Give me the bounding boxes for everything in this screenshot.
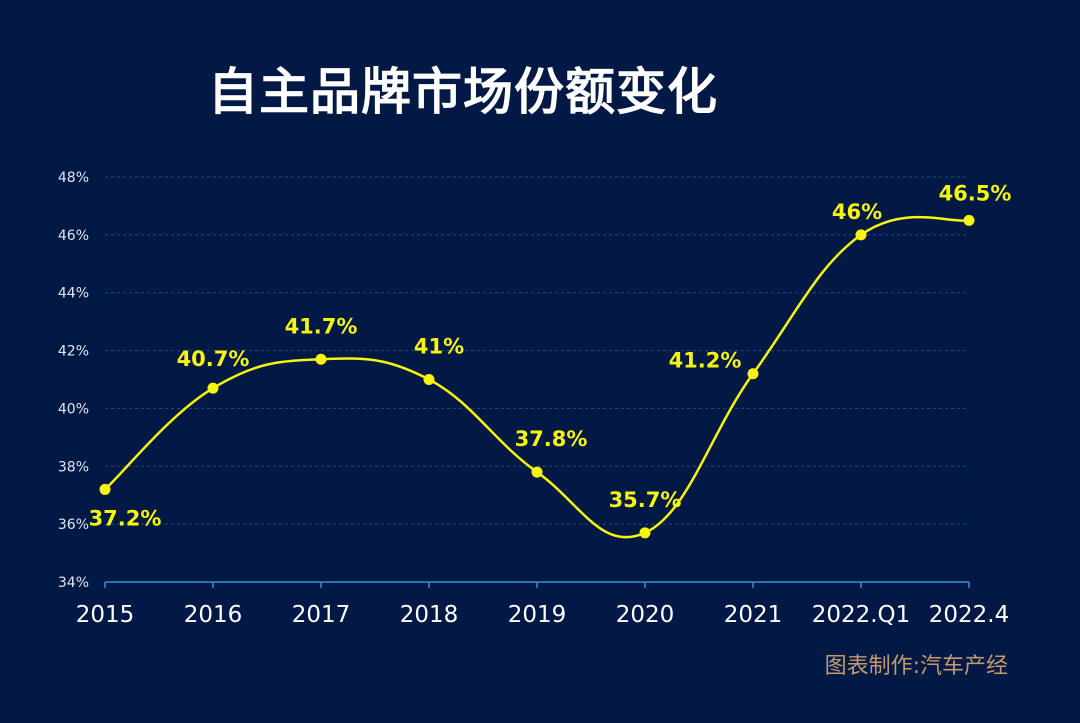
y-tick-label: 40% <box>58 401 89 417</box>
series-line <box>104 215 970 539</box>
data-label: 46.5% <box>939 181 1012 205</box>
data-label: 40.7% <box>177 347 250 371</box>
y-tick-label: 34% <box>58 575 89 591</box>
data-point <box>855 229 867 241</box>
x-tick-label: 2020 <box>616 602 675 628</box>
series-line-path <box>104 215 970 539</box>
data-point <box>531 466 543 478</box>
x-tick-label: 2016 <box>184 602 243 628</box>
data-points <box>99 214 975 539</box>
y-tick-label: 44% <box>58 286 89 302</box>
x-tick-label: 2022.4 <box>929 602 1009 628</box>
data-label: 35.7% <box>609 488 682 512</box>
chart-title: 自主品牌市场份额变化 <box>208 63 718 121</box>
grid-lines <box>105 176 969 525</box>
chart-credit: 图表制作:汽车产经 <box>824 654 1008 679</box>
y-axis: 34% 36% 38% 40% 42% 44% 46% 48% <box>58 170 89 591</box>
x-tick-label: 2018 <box>400 602 459 628</box>
data-point <box>963 214 975 226</box>
data-point <box>747 368 759 380</box>
data-point <box>99 483 111 495</box>
y-tick-label: 42% <box>58 344 89 360</box>
data-label: 37.2% <box>89 506 162 530</box>
data-point <box>315 353 327 365</box>
data-label: 41.7% <box>285 314 358 338</box>
x-tick-label: 2022.Q1 <box>812 602 911 628</box>
data-label: 37.8% <box>515 427 588 451</box>
data-label: 46% <box>832 200 882 224</box>
x-tick-label: 2015 <box>76 602 135 628</box>
data-label: 41% <box>414 335 464 359</box>
data-labels: 37.2% 40.7% 41.7% 41% 37.8% 35.7% 41.2% 46% 46.5… <box>89 181 1012 530</box>
y-tick-label: 46% <box>58 228 89 244</box>
x-axis: 2015 2016 2017 2018 2019 2020 2021 2022.Q1 2022.… <box>76 581 1009 628</box>
data-point <box>639 527 651 539</box>
y-tick-label: 36% <box>58 517 89 533</box>
x-tick-label: 2021 <box>724 602 783 628</box>
data-point <box>423 374 435 385</box>
y-tick-label: 38% <box>58 459 89 475</box>
y-tick-label: 48% <box>58 170 89 186</box>
data-point <box>207 382 219 394</box>
data-label: 41.2% <box>669 349 742 373</box>
x-tick-label: 2019 <box>508 602 567 628</box>
x-tick-label: 2017 <box>292 602 351 628</box>
